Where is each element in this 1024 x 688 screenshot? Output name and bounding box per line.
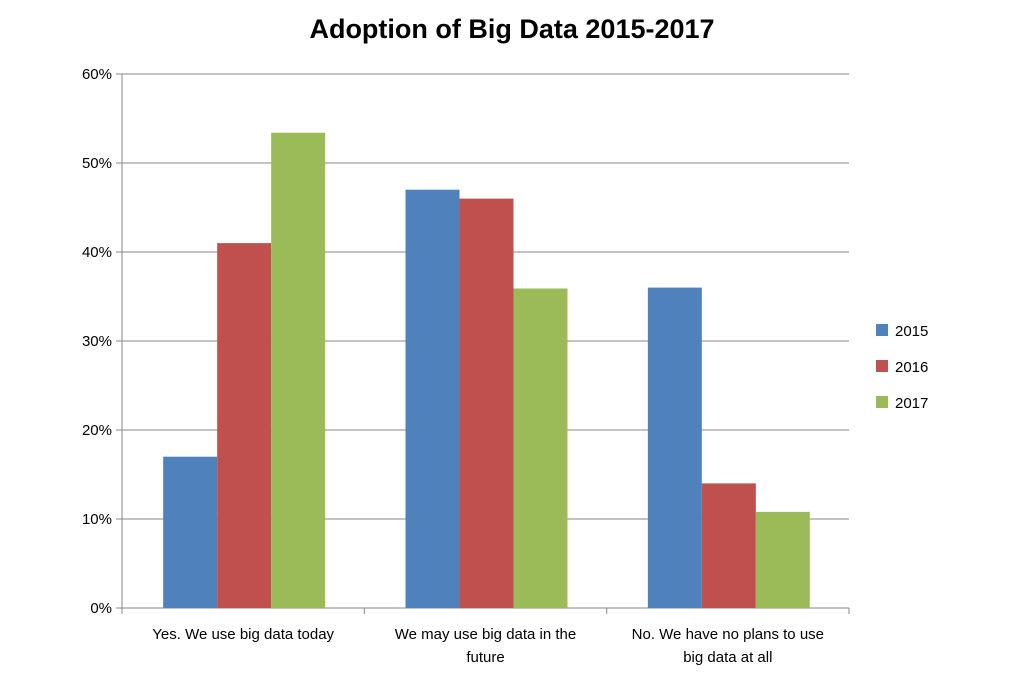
y-tick-label: 40% — [82, 244, 112, 261]
bar-2015-0 — [163, 456, 218, 608]
bar-2017-2 — [755, 511, 810, 608]
y-tick-labels: 0% 10% 20% 30% 40% 50% 60% — [82, 66, 112, 617]
legend-label-2016: 2016 — [895, 359, 928, 376]
y-tick-label: 0% — [90, 600, 112, 617]
legend: 2015 2016 2017 — [876, 323, 928, 412]
chart-title: Adoption of Big Data 2015-2017 — [309, 14, 715, 44]
bar-2016-1 — [459, 198, 514, 608]
legend-swatch-2017 — [876, 396, 888, 408]
y-tick-label: 30% — [82, 333, 112, 350]
legend-swatch-2016 — [876, 360, 888, 372]
x-tick-label: We may use big data in the — [395, 626, 577, 643]
x-tick-label: Yes. We use big data today — [152, 626, 334, 643]
y-tick-label: 20% — [82, 422, 112, 439]
y-tick-label: 50% — [82, 155, 112, 172]
bar-2017-1 — [513, 288, 568, 608]
x-tick-label: big data at all — [683, 649, 772, 666]
bar-2016-2 — [701, 483, 756, 608]
y-tick-label: 60% — [82, 66, 112, 83]
legend-label-2015: 2015 — [895, 323, 928, 340]
bars — [163, 132, 810, 609]
x-tick-label: future — [466, 649, 504, 666]
bar-2015-1 — [405, 189, 460, 608]
bar-2016-0 — [217, 243, 272, 608]
legend-swatch-2015 — [876, 324, 888, 336]
y-tick-label: 10% — [82, 511, 112, 528]
x-tick-labels: Yes. We use big data today We may use big… — [152, 626, 824, 666]
bar-2017-0 — [271, 132, 326, 609]
x-tick-label: No. We have no plans to use — [632, 626, 824, 643]
legend-label-2017: 2017 — [895, 395, 928, 412]
bar-2015-2 — [647, 287, 702, 608]
